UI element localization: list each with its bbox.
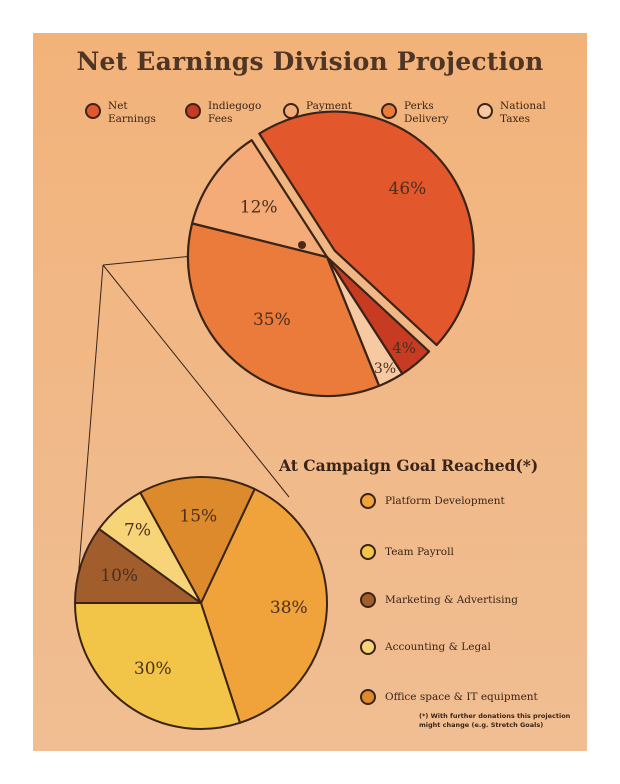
pie-slice-marketing-advertising [74,527,202,604]
legend-swatch [360,544,376,560]
pie-campaign-goal: 38% 30% 10% 7% 15% [74,476,328,730]
pie-charts: 46% 4% 3% 35% 12% 38% 30% 10% 7% 15% [74,110,475,730]
footnote-text: (*) With further donations this projecti… [419,712,571,729]
legend-swatch [360,592,376,608]
legend-swatch [360,689,376,705]
pie-slice-payment-processing [191,139,329,259]
data-label-indiegogo-fees: 4% [392,339,416,357]
legend-label: Office space & IT equipment [385,691,538,703]
data-label-net-earnings: 46% [389,179,427,199]
legend-label: Platform Development [385,495,505,507]
data-label-marketing-advertising: 10% [100,566,138,586]
legend-label: Indiegogo Fees [208,100,262,125]
legend-swatch [477,103,493,119]
connector-line [102,264,290,498]
legend-swatch [185,103,201,119]
pie-slice-team-payroll [74,602,241,730]
pie-slice-platform-development [200,487,328,724]
connector-line [76,264,104,594]
data-label-national-taxes: 3% [374,361,396,377]
legend-label: National Taxes [500,100,546,125]
legend-item-team-payroll: Team Payroll [360,544,454,560]
data-label-perks-delivery: 35% [253,310,291,330]
chart-subtitle: At Campaign Goal Reached(*) [279,456,539,475]
pie-slice-net-earnings [258,110,475,347]
legend-label: Perks Delivery [404,100,449,125]
legend-item-accounting-legal: Accounting & Legal [360,639,491,655]
legend-item-marketing-advertising: Marketing & Advertising [360,592,518,608]
page-title: Net Earnings Division Projection [76,47,544,76]
legend-item-national-taxes: National Taxes [477,100,546,126]
legend-label: Net Earnings [108,100,156,125]
explode-marker-dot [298,241,306,249]
legend-label: Team Payroll [385,546,454,558]
footnote: (*) With further donations this projecti… [419,712,570,730]
data-label-accounting-legal: 7% [124,520,151,540]
legend-label: Marketing & Advertising [385,594,518,606]
legend-item-indiegogo-fees: Indiegogo Fees [185,100,261,126]
legend-swatch [381,103,397,119]
data-label-team-payroll: 30% [134,659,172,679]
legend-swatch [360,639,376,655]
poster: Net Earnings Division Projection Net Ear… [33,33,587,751]
data-label-payment-processing: 12% [240,198,278,218]
pie-slice-office-space-it-equipment [139,476,256,604]
data-label-platform-development: 38% [270,598,308,618]
data-label-office-space-it-equipment: 15% [179,507,217,527]
legend-item-office-space: Office space & IT equipment [360,689,538,705]
legend-item-net-earnings: Net Earnings [85,100,156,126]
pie-net-earnings: 46% 4% 3% 35% 12% [186,110,475,398]
legend-swatch [85,103,101,119]
legend-item-platform-development: Platform Development [360,493,505,509]
legend-swatch [360,493,376,509]
legend-label: Accounting & Legal [385,641,491,653]
pie-slice-perks-delivery [186,222,381,398]
legend-item-perks-delivery: Perks Delivery [381,100,448,126]
